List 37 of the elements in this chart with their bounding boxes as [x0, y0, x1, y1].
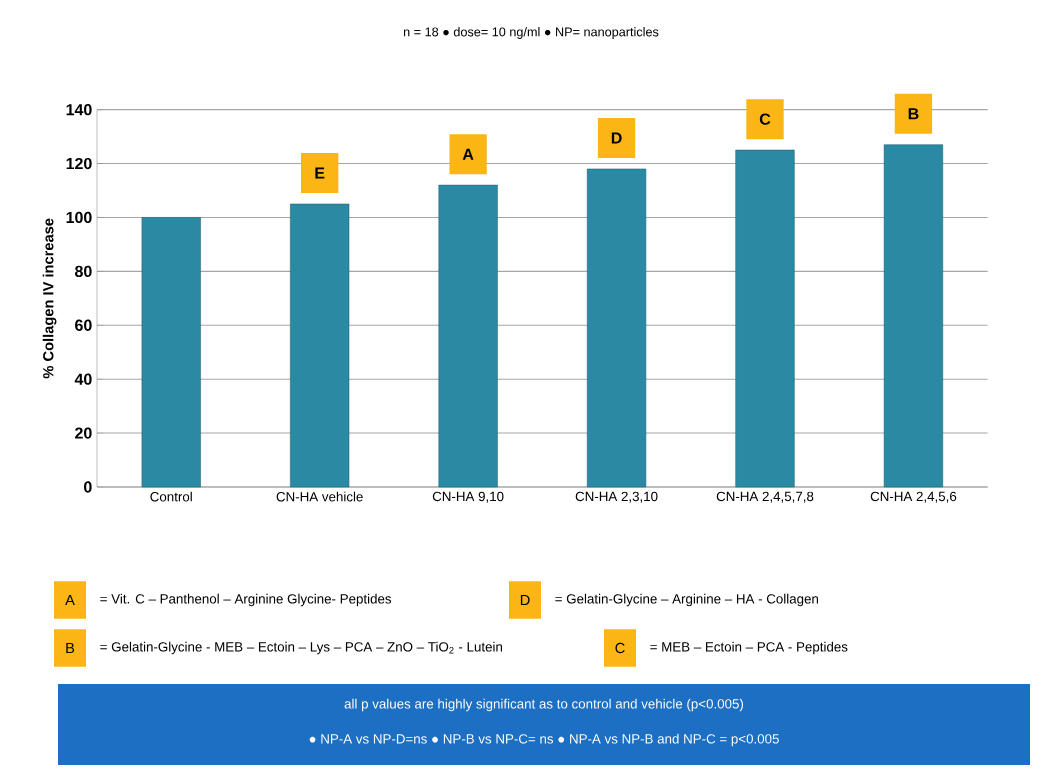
- text: = Gelatin-Glycine - MEB – Ectoin – Lys – PCA – ZnO – TiO$_{2}$ - Lutein: [100, 641, 502, 655]
- text: A: [65, 594, 75, 606]
- text: B: [66, 642, 75, 654]
- y-axis-title: % Collagen IV increase: [42, 218, 57, 379]
- text: C: [615, 642, 625, 654]
- x-tick-label: CN-HA 2,4,5,7,8: [716, 491, 814, 503]
- x-tick-label: CN-HA vehicle: [276, 491, 363, 502]
- annotation: C: [759, 113, 771, 125]
- text: ● NP-A vs NP-D=ns ● NP-B vs NP-C= ns ● NP-A vs NP-B and NP-C = p<0.005: [309, 733, 779, 747]
- text: = Vit. C – Panthenol – Arginine Glycine- Peptides: [100, 593, 392, 607]
- bar: [141, 217, 201, 488]
- bar: [883, 144, 944, 488]
- annotation: E: [315, 167, 325, 179]
- bar: [586, 168, 647, 488]
- text: D: [520, 594, 530, 606]
- y-tick-label: 80: [75, 265, 92, 278]
- y-tick-label: 140: [66, 104, 92, 116]
- text: = MEB – Ectoin – PCA - Peptides: [650, 641, 848, 655]
- y-tick-label: 120: [66, 157, 92, 170]
- y-tick-label: 0: [84, 481, 92, 493]
- bar: [735, 149, 795, 488]
- y-tick-label: 20: [75, 427, 92, 439]
- x-tick-label: CN-HA 2,3,10: [575, 491, 658, 503]
- text: all p values are highly significant as to control and vehicle (p<0.005): [344, 698, 744, 712]
- text: = Gelatin-Glycine – Arginine – HA - Collagen: [555, 593, 818, 607]
- annotation: A: [462, 148, 474, 160]
- x-tick-label: Control: [150, 491, 192, 502]
- annotation: D: [611, 132, 622, 144]
- x-tick-label: CN-HA 9,10: [432, 491, 504, 503]
- annotation: B: [908, 108, 919, 120]
- bar: [290, 203, 350, 488]
- y-tick-label: 40: [74, 373, 92, 385]
- x-tick-label: CN-HA 2,4,5,6: [870, 491, 957, 503]
- chart-subtitle: n = 18 ● dose= 10 ng/ml ● NP= nanoparticles: [403, 27, 659, 39]
- bar: [438, 184, 498, 488]
- y-tick-label: 100: [66, 211, 92, 224]
- y-tick-label: 60: [75, 319, 92, 331]
